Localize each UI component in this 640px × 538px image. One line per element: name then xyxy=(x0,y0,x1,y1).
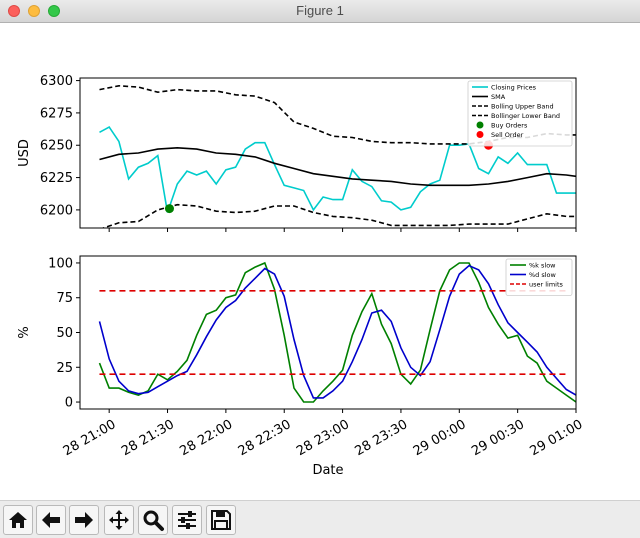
configure-subplots-button[interactable] xyxy=(172,505,202,535)
panel1-ylabel: USD xyxy=(17,139,32,167)
panel2-axes-frame xyxy=(79,255,577,410)
panel2-xtick-label: 28 23:00 xyxy=(294,417,352,459)
panel2-legend-label-k-slow: %k slow xyxy=(529,262,556,270)
panel1-axes-frame xyxy=(79,77,577,229)
home-icon xyxy=(9,512,27,528)
maximize-window-button[interactable] xyxy=(48,5,60,17)
panel2-xtick-label: 29 00:30 xyxy=(469,417,527,459)
magnifier-icon xyxy=(143,510,164,531)
panel1-legend-label-sell-order: Sell Order xyxy=(491,131,524,139)
panel1-marker-buy-orders xyxy=(164,204,174,214)
panel1-legend-label-bollinger-lower-band: Bollinger Lower Band xyxy=(491,112,560,120)
panel1-legend-swatch-sell-order xyxy=(476,131,484,138)
panel1-ytick-label: 6300 xyxy=(40,74,73,89)
pan-button[interactable] xyxy=(104,505,134,535)
panel2-xlabel: Date xyxy=(312,463,343,478)
panel2-legend-label-user-limits: user limits xyxy=(529,281,564,289)
home-button[interactable] xyxy=(3,505,33,535)
panel1-legend-label-sma: SMA xyxy=(491,93,506,101)
zoom-button[interactable] xyxy=(138,505,168,535)
panel2-ytick-label: 100 xyxy=(48,256,73,271)
panel2-legend-label-d-slow: %d slow xyxy=(529,271,557,279)
navigation-toolbar xyxy=(0,500,640,538)
panel1-ytick-label: 6200 xyxy=(40,203,73,218)
save-button[interactable] xyxy=(206,505,236,535)
title-bar[interactable]: Figure 1 xyxy=(0,0,640,23)
panel1-legend-swatch-buy-orders xyxy=(476,121,484,129)
panel2-series-d-slow xyxy=(98,264,576,399)
panel2-ytick-label: 50 xyxy=(56,326,73,341)
floppy-disk-icon xyxy=(211,510,231,530)
figure-canvas[interactable]: 6200 6225 6250 6275 6300 USD Closing Prices SMA… xyxy=(0,23,640,500)
move-icon xyxy=(109,510,129,530)
panel2-ytick-label: 75 xyxy=(56,291,73,306)
panel2-xtick-label: 29 00:00 xyxy=(411,417,469,459)
panel2-series-k-slow xyxy=(98,261,576,403)
panel1-legend-label-closing-prices: Closing Prices xyxy=(491,84,537,92)
panel2-xtick-label: 28 23:30 xyxy=(352,417,410,459)
panel1-legend-label-buy-orders: Buy Orders xyxy=(491,122,528,130)
panel1-ytick-label: 6225 xyxy=(40,171,73,186)
panel1-series-bollinger-lower-band xyxy=(100,203,576,228)
back-button[interactable] xyxy=(36,505,66,535)
figure-svg: 6200 6225 6250 6275 6300 USD Closing PricesSMA… xyxy=(17,74,586,478)
panel2-xtick-label: 28 22:00 xyxy=(177,417,235,459)
panel2-ytick-label: 25 xyxy=(56,361,73,376)
forward-button[interactable] xyxy=(69,505,99,535)
close-window-button[interactable] xyxy=(8,5,20,17)
panel2-legend-box xyxy=(505,258,573,296)
panel2-ytick-label: 0 xyxy=(65,396,73,411)
arrow-left-icon xyxy=(42,512,60,528)
panel1-series-sma xyxy=(99,146,576,187)
panel2-xtick-label: 28 22:30 xyxy=(236,417,294,459)
panel2-ylabel: % xyxy=(17,326,32,338)
panel2-xtick-label: 29 01:00 xyxy=(528,417,586,459)
panel1-legend-box xyxy=(467,80,573,147)
panel1-legend-label-bolling-upper-band: Bolling Upper Band xyxy=(491,103,554,111)
panel1-series-closing-prices xyxy=(99,126,576,213)
panel1-ytick-label: 6250 xyxy=(40,139,73,154)
sliders-icon xyxy=(178,511,196,529)
panel1-ytick-label: 6275 xyxy=(40,106,73,121)
panel2-xtick-label: 28 21:00 xyxy=(61,417,119,459)
panel2-xtick-label: 28 21:30 xyxy=(119,417,177,459)
arrow-right-icon xyxy=(75,512,93,528)
minimize-window-button[interactable] xyxy=(28,5,40,17)
window-title: Figure 1 xyxy=(296,3,344,18)
